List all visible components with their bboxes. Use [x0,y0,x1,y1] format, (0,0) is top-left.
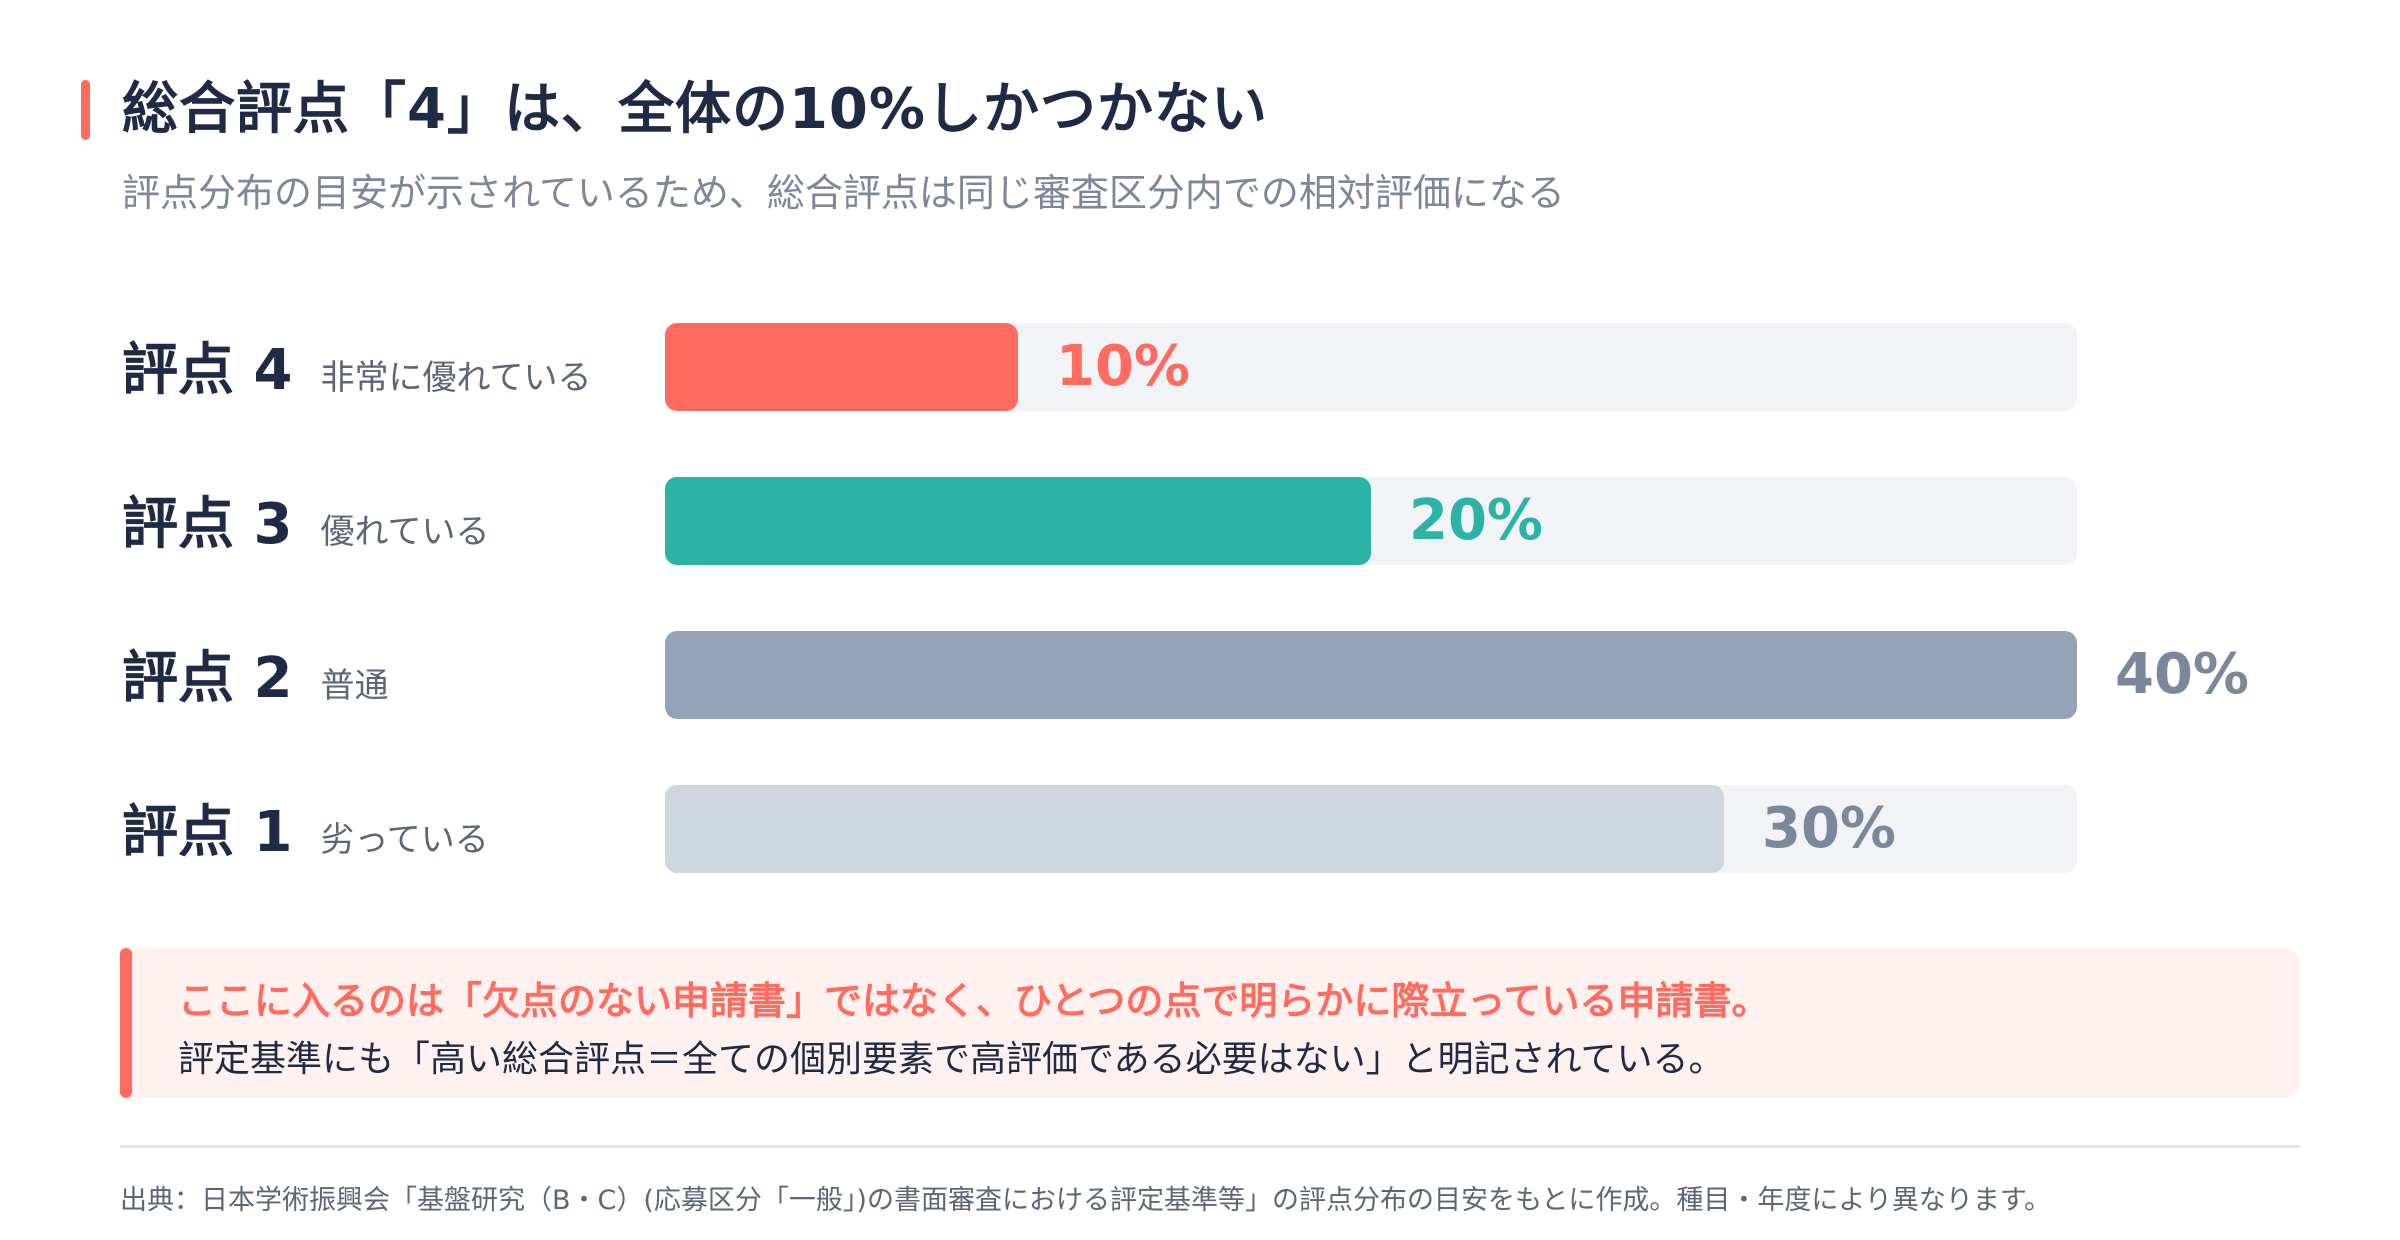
callout-accent-stripe [120,948,132,1098]
row-label-score-2: 評点 2 普通 [122,633,388,714]
bar-score-3 [665,477,1371,565]
page-subtitle: 評点分布の目安が示されているため、総合評点は同じ審査区分内での相対評価になる [122,171,1565,215]
bar-track-score-4 [665,323,2077,411]
row-label-score-1: 評点 1 劣っている [122,787,489,868]
score-label: 評点 4 [122,338,293,403]
value-label-score-1: 30% [1762,796,1897,861]
score-label: 評点 3 [122,492,293,557]
page-title: 総合評点「4」は、全体の10%しかつかない [122,77,1269,142]
score-label: 評点 2 [122,646,293,711]
score-description: 劣っている [320,820,489,860]
score-description: 優れている [320,512,490,552]
callout-box: ここに入るのは「欠点のない申請書」ではなく、ひとつの点で明らかに際立っている申請… [120,948,2300,1098]
score-label: 評点 1 [122,800,293,865]
value-label-score-2: 40% [2115,642,2250,707]
score-description: 非常に優れている [320,358,592,398]
bar-score-2 [665,631,2077,719]
value-label-score-4: 10% [1056,334,1191,399]
bar-track-score-1 [665,785,2077,873]
footer-divider [120,1145,2300,1148]
callout-body: 評定基準にも「高い総合評点＝全ての個別要素で高評価である必要はない」と明記されて… [178,1039,1725,1080]
title-accent-bar [81,80,90,140]
bar-track-score-3 [665,477,2077,565]
source-note: 出典：日本学術振興会「基盤研究（B・C）(応募区分「一般」)の書面審査における評… [120,1185,2052,1216]
callout-lead: ここに入るのは「欠点のない申請書」ではなく、ひとつの点で明らかに際立っている申請… [178,979,1770,1023]
row-label-score-3: 評点 3 優れている [122,479,489,560]
bar-score-1 [665,785,1724,873]
bar-track-score-2 [665,631,2077,719]
score-description: 普通 [320,666,389,706]
bar-score-4 [665,323,1018,411]
row-label-score-4: 評点 4 非常に優れている [122,325,591,406]
value-label-score-3: 20% [1409,488,1544,553]
